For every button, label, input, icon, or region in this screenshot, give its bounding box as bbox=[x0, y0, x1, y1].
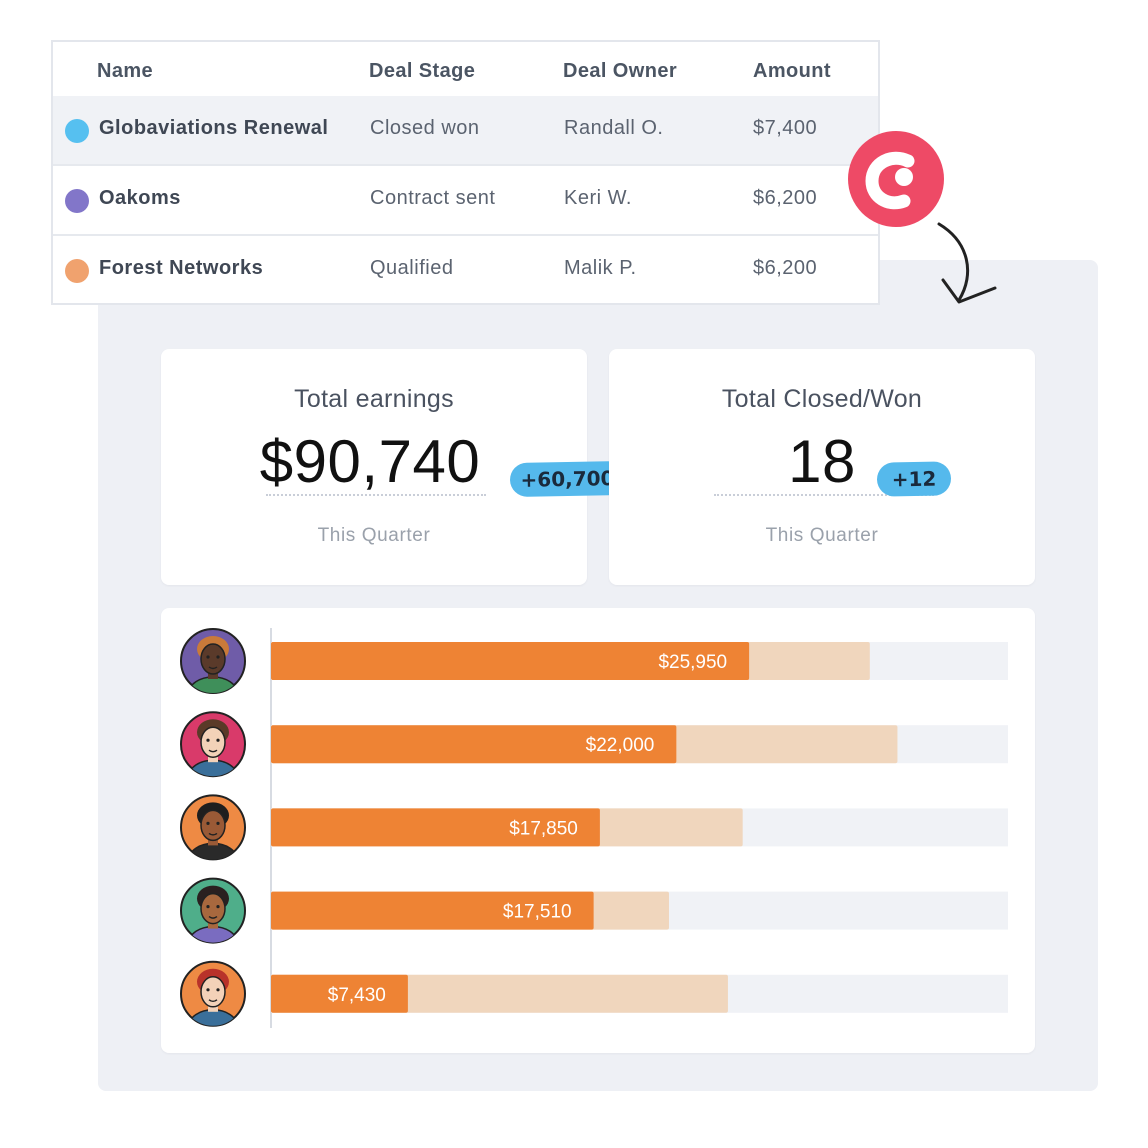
header-amount[interactable]: Amount bbox=[753, 60, 831, 82]
avatar-person-1-icon bbox=[180, 628, 246, 694]
deal-name: Oakoms bbox=[99, 187, 181, 209]
deals-table: Name Deal Stage Deal Owner Amount Globav… bbox=[51, 40, 880, 305]
metric-caption: This Quarter bbox=[317, 525, 431, 546]
deal-stage: Contract sent bbox=[370, 187, 496, 209]
bar-value bbox=[271, 642, 750, 680]
bar-value-label: $7,430 bbox=[328, 985, 386, 1006]
bar-value-label: $17,850 bbox=[509, 818, 578, 839]
deal-amount: $6,200 bbox=[753, 257, 818, 279]
header-deal-stage[interactable]: Deal Stage bbox=[369, 60, 476, 82]
table-row[interactable]: Forest Networks Qualified Malik P. $6,20… bbox=[53, 236, 878, 306]
avatar-person-2-icon bbox=[180, 711, 246, 778]
metric-title: Total earnings bbox=[294, 385, 454, 413]
metric-underline bbox=[266, 494, 486, 496]
closed-won-change-badge: +12 bbox=[876, 461, 952, 497]
curved-arrow-icon bbox=[937, 222, 997, 304]
status-dot bbox=[65, 189, 89, 213]
logo-glyph-icon bbox=[865, 151, 915, 210]
bar-value bbox=[271, 808, 600, 847]
deal-stage: Qualified bbox=[370, 257, 454, 279]
deal-owner: Malik P. bbox=[564, 257, 637, 279]
leaderboard-bar-chart: $25,950 $22,000 $17,850 $17,510 $7,430 bbox=[180, 628, 1008, 1028]
deal-amount: $7,400 bbox=[753, 117, 818, 139]
earnings-change-badge: +60,700 bbox=[509, 460, 626, 498]
deal-owner: Randall O. bbox=[564, 117, 664, 139]
table-header: Name Deal Stage Deal Owner Amount bbox=[53, 42, 878, 98]
bar-value-label: $22,000 bbox=[586, 735, 655, 756]
header-name[interactable]: Name bbox=[97, 60, 154, 82]
table-row[interactable]: Oakoms Contract sent Keri W. $6,200 bbox=[53, 166, 878, 236]
bar-value-label: $25,950 bbox=[658, 652, 727, 673]
header-deal-owner[interactable]: Deal Owner bbox=[563, 60, 678, 82]
metric-caption: This Quarter bbox=[765, 525, 879, 546]
metric-underline bbox=[714, 494, 934, 496]
bar-value bbox=[271, 891, 594, 930]
metric-value: $90,740 bbox=[259, 428, 481, 495]
deal-owner: Keri W. bbox=[564, 187, 632, 209]
brand-logo-icon bbox=[848, 131, 944, 227]
deal-stage: Closed won bbox=[370, 117, 480, 139]
status-dot bbox=[65, 259, 89, 283]
avatar-person-5-icon bbox=[180, 960, 246, 1027]
deal-name: Forest Networks bbox=[99, 257, 264, 279]
avatar-person-3-icon bbox=[180, 794, 246, 861]
avatar-person-4-icon bbox=[180, 877, 246, 944]
metric-title: Total Closed/Won bbox=[721, 385, 923, 413]
deal-name: Globaviations Renewal bbox=[99, 117, 329, 139]
metric-value: 18 bbox=[788, 428, 856, 495]
deal-amount: $6,200 bbox=[753, 187, 818, 209]
bar-value bbox=[271, 974, 408, 1013]
status-dot bbox=[65, 119, 89, 143]
total-closed-won-card: Total Closed/Won 18 This Quarter bbox=[609, 349, 1035, 585]
bar-value bbox=[271, 725, 677, 764]
bar-value-label: $17,510 bbox=[503, 902, 572, 923]
table-row[interactable]: Globaviations Renewal Closed won Randall… bbox=[53, 96, 878, 166]
